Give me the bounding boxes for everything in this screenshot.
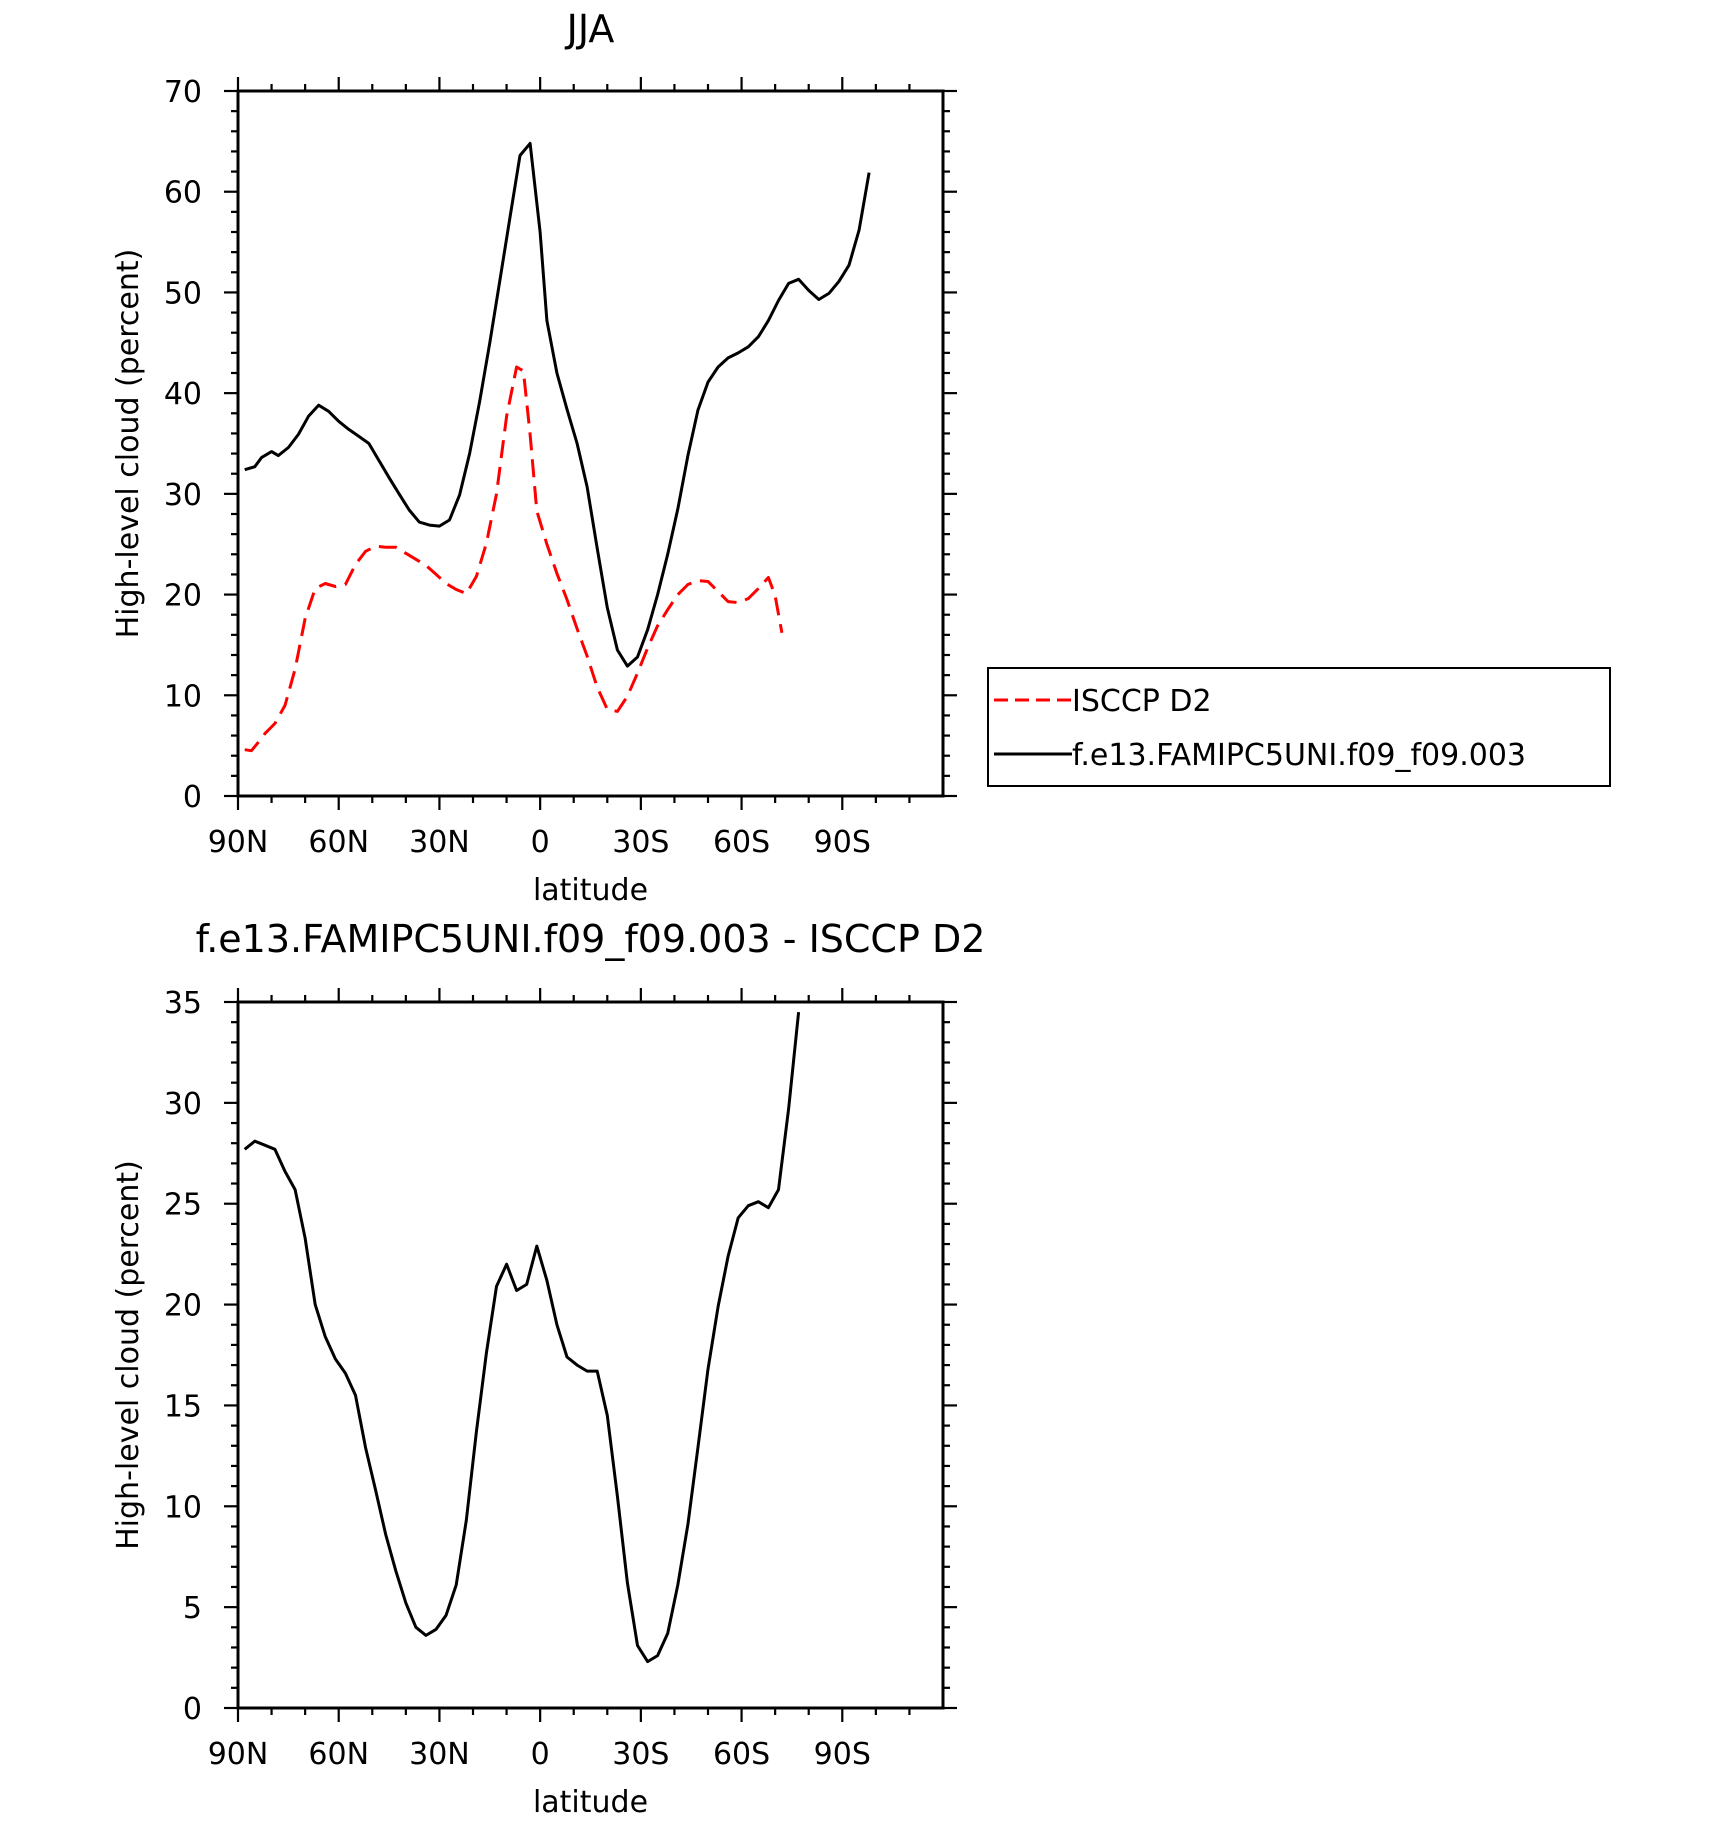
chart-1: JJA 90N 60N 30N 0 30S 60S 90S 0 10 20 30 40 50 60 70 lat… — [111, 7, 1611, 908]
y-tick-label: 50 — [164, 276, 202, 311]
x-tick-label: 90N — [208, 825, 269, 860]
series-line-2 — [244, 141, 871, 668]
x-tick-label: 30N — [409, 825, 470, 860]
x-tick-label: 0 — [531, 1737, 550, 1772]
legend-label-1: ISCCP D2 — [1072, 684, 1212, 719]
y-axis-label: High-level cloud (percent) — [111, 249, 146, 639]
y-tick-label: 35 — [164, 986, 202, 1021]
y-tick-label: 10 — [164, 1490, 202, 1525]
y-tick-label: 15 — [164, 1389, 202, 1424]
legend: ISCCP D2 f.e13.FAMIPC5UNI.f09_f09.003 — [987, 667, 1611, 787]
x-tick-label: 90N — [208, 1737, 269, 1772]
x-tick-label: 90S — [814, 1737, 871, 1772]
y-tick-label: 0 — [183, 780, 202, 815]
plot-frame — [236, 89, 945, 798]
x-tick-label: 60N — [308, 1737, 369, 1772]
x-tick-label: 0 — [531, 825, 550, 860]
chart-2: f.e13.FAMIPC5UNI.f09_f09.003 - ISCCP D2 9… — [111, 917, 985, 1820]
y-tick-label: 25 — [164, 1188, 202, 1223]
y-tick-label: 0 — [183, 1692, 202, 1727]
x-tick-label: 30N — [409, 1737, 470, 1772]
y-tick-label: 10 — [164, 679, 202, 714]
y-tick-label: 70 — [164, 75, 202, 110]
legend-box — [987, 667, 1611, 787]
y-tick-label: 5 — [183, 1591, 202, 1626]
y-tick-label: 30 — [164, 1087, 202, 1122]
plot-frame — [236, 1000, 945, 1710]
y-tick-label: 20 — [164, 1289, 202, 1324]
y-tick-label: 20 — [164, 579, 202, 614]
x-tick-label: 30S — [612, 825, 669, 860]
series-line-1 — [244, 365, 784, 753]
x-tick-label: 60N — [308, 825, 369, 860]
series-line-1 — [243, 1011, 801, 1664]
chart-title: JJA — [565, 7, 615, 51]
chart-title: f.e13.FAMIPC5UNI.f09_f09.003 - ISCCP D2 — [196, 917, 986, 961]
y-tick-label: 40 — [164, 377, 202, 412]
x-tick-label: 30S — [612, 1737, 669, 1772]
x-axis-label: latitude — [533, 1785, 648, 1820]
legend-label-2: f.e13.FAMIPC5UNI.f09_f09.003 — [1072, 738, 1526, 773]
x-axis-label: latitude — [533, 873, 648, 908]
y-tick-label: 60 — [164, 176, 202, 211]
x-tick-label: 90S — [814, 825, 871, 860]
x-tick-label: 60S — [713, 825, 770, 860]
x-tick-label: 60S — [713, 1737, 770, 1772]
y-axis-label: High-level cloud (percent) — [111, 1160, 146, 1550]
y-tick-label: 30 — [164, 478, 202, 513]
